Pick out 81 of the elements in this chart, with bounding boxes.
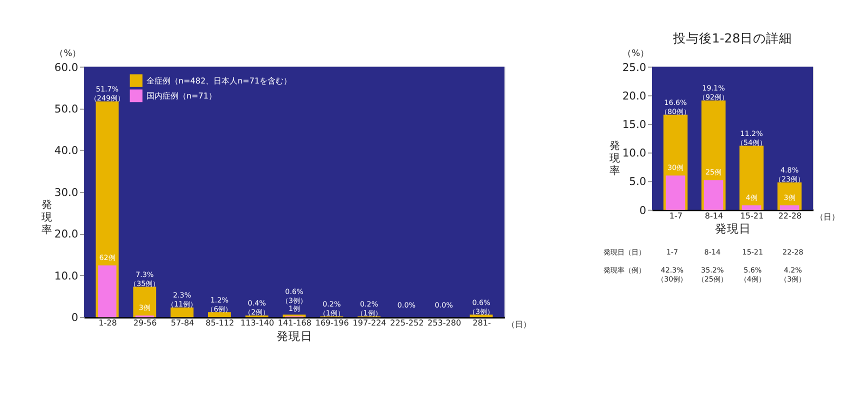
bar bbox=[780, 205, 800, 210]
bar bbox=[739, 146, 764, 210]
text: 22-28 bbox=[782, 248, 804, 257]
x-tick-label: 15-21 bbox=[740, 211, 764, 220]
legend-label: 全症例（n=482、日本人n=71を含む） bbox=[146, 76, 292, 86]
x-tick-label: 113-140 bbox=[240, 318, 274, 328]
y-tick-label: 0 bbox=[639, 204, 646, 217]
y-tick-label: 5.0 bbox=[629, 175, 646, 188]
data-label: 4.8% （23例） bbox=[774, 166, 805, 184]
data-label: 11.2% （54例） bbox=[736, 128, 767, 147]
bar bbox=[98, 265, 116, 318]
data-label: 19.1% （92例） bbox=[698, 84, 729, 102]
data-label: 0.6% （3例） bbox=[468, 298, 494, 316]
text: 15-21 bbox=[742, 248, 764, 257]
annotation: 1例 bbox=[288, 304, 300, 313]
data-label: 2.3% （11例） bbox=[167, 290, 198, 309]
text: （日） bbox=[816, 212, 840, 222]
x-tick-label: 225-252 bbox=[390, 318, 424, 328]
x-tick-label: 1-28 bbox=[98, 318, 117, 328]
data-label: 0.2% （1例） bbox=[356, 299, 382, 318]
data-label: 16.6% （80例） bbox=[660, 98, 691, 116]
x-tick-label: 281- bbox=[472, 318, 491, 328]
y-tick-label: 50.0 bbox=[54, 102, 78, 116]
text: 4.2% （3例） bbox=[780, 265, 806, 284]
bar bbox=[704, 180, 724, 210]
chart-title: 投与後1-28日の詳細 bbox=[672, 30, 792, 46]
x-tick-label: 197-224 bbox=[352, 318, 386, 328]
annotation: 30例 bbox=[667, 163, 684, 172]
text: （%） bbox=[54, 49, 82, 60]
text: 発現率（例） bbox=[603, 265, 646, 274]
data-label: 51.7% （249例） bbox=[90, 84, 125, 102]
x-axis-title: 発現日 bbox=[714, 222, 751, 236]
bar bbox=[742, 205, 762, 210]
annotation: 4例 bbox=[746, 192, 758, 202]
y-tick-label: 25.0 bbox=[622, 60, 646, 74]
annotation: 25例 bbox=[705, 168, 722, 177]
y-axis-title: 発現率 bbox=[42, 198, 53, 236]
x-tick-label: 253-280 bbox=[428, 318, 462, 328]
y-tick-label: 20.0 bbox=[54, 228, 78, 241]
text: 1-7 bbox=[666, 248, 678, 257]
annotation: 3例 bbox=[138, 303, 150, 312]
data-label: 0.0% bbox=[434, 300, 454, 310]
text: （%） bbox=[622, 49, 650, 60]
annotation: 3例 bbox=[784, 192, 796, 202]
x-tick-label: 8-14 bbox=[704, 211, 724, 220]
bar bbox=[208, 312, 231, 318]
x-tick-label: 29-56 bbox=[133, 318, 157, 328]
text: 42.3% （30例） bbox=[657, 265, 688, 284]
text: 5.6% （4例） bbox=[740, 265, 766, 284]
x-tick-label: 169-196 bbox=[315, 318, 349, 328]
y-tick-label: 10.0 bbox=[54, 269, 78, 282]
bar bbox=[666, 175, 686, 210]
x-tick-label: 22-28 bbox=[778, 211, 802, 220]
text: 発現日（日） bbox=[603, 248, 646, 257]
y-tick-label: 20.0 bbox=[622, 89, 646, 102]
data-label: 0.4% （2例） bbox=[244, 298, 270, 317]
y-tick-label: 30.0 bbox=[54, 186, 78, 199]
legend-label: 国内症例（n=71） bbox=[146, 91, 216, 100]
y-tick-label: 0 bbox=[71, 311, 78, 324]
data-label: 7.3% （35例） bbox=[130, 270, 160, 288]
x-tick-label: 57-84 bbox=[170, 318, 194, 328]
x-tick-label: 1-7 bbox=[669, 211, 683, 220]
data-label: 1.2% （6例） bbox=[206, 295, 232, 314]
bar bbox=[170, 308, 194, 318]
y-axis-title: 発現率 bbox=[609, 139, 620, 178]
x-tick-label: 141-168 bbox=[278, 318, 312, 328]
data-label: 0.2% （1例） bbox=[318, 299, 344, 318]
data-label: 0.6% （3例） bbox=[281, 287, 308, 306]
y-tick-label: 15.0 bbox=[622, 118, 646, 131]
data-label: 0.0% bbox=[397, 300, 416, 310]
text: 35.2% （25例） bbox=[697, 265, 728, 284]
text: 8-14 bbox=[704, 248, 721, 257]
y-tick-label: 60.0 bbox=[54, 60, 78, 74]
y-tick-label: 10.0 bbox=[622, 146, 646, 160]
bar bbox=[133, 286, 156, 318]
annotation: 62例 bbox=[99, 253, 116, 262]
y-tick-label: 40.0 bbox=[54, 144, 78, 158]
bar bbox=[470, 314, 493, 318]
text: （日） bbox=[507, 320, 532, 329]
x-tick-label: 85-112 bbox=[206, 318, 234, 328]
x-axis-title: 発現日 bbox=[276, 328, 313, 343]
